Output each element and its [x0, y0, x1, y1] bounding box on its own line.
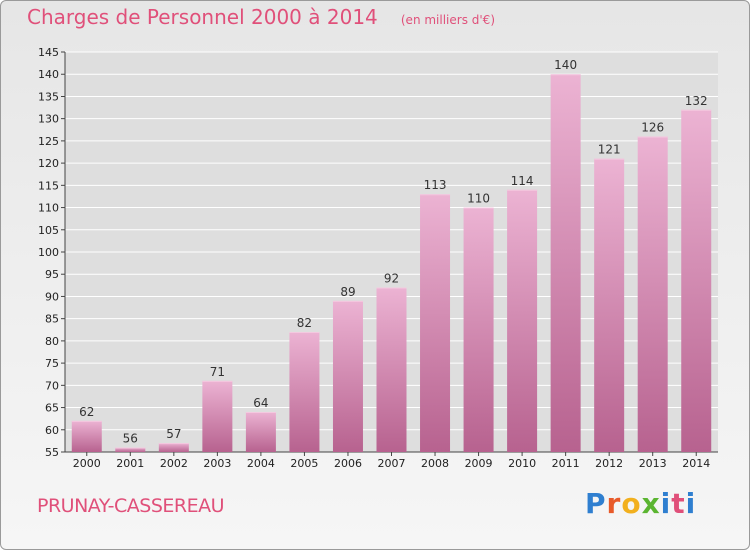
x-tick-label: 2008: [421, 457, 449, 470]
y-tick-label: 130: [38, 113, 59, 126]
proxiti-logo: Proxiti: [585, 487, 696, 520]
y-tick-label: 95: [45, 268, 59, 281]
bar: [289, 332, 320, 452]
logo-letter: i: [685, 487, 697, 520]
chart-title: Charges de Personnel 2000 à 2014: [27, 5, 378, 29]
logo-letter: t: [671, 487, 686, 520]
y-tick-label: 90: [45, 290, 59, 303]
x-tick-label: 2011: [552, 457, 580, 470]
bar: [376, 287, 407, 452]
commune-name: PRUNAY-CASSEREAU: [37, 495, 225, 517]
bar-value-label: 126: [641, 120, 664, 134]
y-tick-label: 75: [45, 357, 59, 370]
bar: [245, 412, 276, 452]
y-tick-label: 55: [45, 446, 59, 459]
bar-value-label: 62: [79, 405, 94, 419]
bar: [550, 74, 581, 452]
bar-value-label: 114: [511, 174, 534, 188]
y-tick-label: 105: [38, 224, 59, 237]
x-tick-label: 2013: [639, 457, 667, 470]
bar: [463, 207, 494, 452]
x-tick-label: 2009: [465, 457, 493, 470]
bar: [637, 136, 668, 452]
chart-unit-label: (en milliers d'€): [400, 13, 495, 27]
x-tick-label: 2001: [116, 457, 144, 470]
x-tick-label: 2014: [682, 457, 710, 470]
x-tick-label: 2012: [595, 457, 623, 470]
y-tick-label: 100: [38, 246, 59, 259]
y-tick-label: 145: [38, 46, 59, 59]
bar-value-label: 89: [340, 285, 355, 299]
logo-letter: o: [621, 487, 642, 520]
bar-value-label: 64: [253, 396, 268, 410]
logo-letter: x: [641, 487, 661, 520]
logo-letter: r: [606, 487, 622, 520]
bar: [71, 420, 102, 452]
logo-letter: P: [585, 487, 607, 520]
bar: [115, 447, 146, 452]
x-tick-label: 2000: [73, 457, 101, 470]
x-tick-label: 2007: [378, 457, 406, 470]
bar-value-label: 57: [166, 427, 181, 441]
bar: [420, 194, 451, 452]
title-row: Charges de Personnel 2000 à 2014 (en mil…: [27, 5, 495, 29]
y-tick-label: 85: [45, 313, 59, 326]
bar: [681, 109, 712, 453]
bar-value-label: 56: [123, 432, 138, 446]
bar: [332, 300, 363, 452]
y-tick-label: 140: [38, 68, 59, 81]
bar: [202, 380, 233, 452]
bar-value-label: 92: [384, 272, 399, 286]
x-tick-label: 2005: [290, 457, 318, 470]
x-tick-label: 2010: [508, 457, 536, 470]
x-tick-label: 2004: [247, 457, 275, 470]
bar-value-label: 82: [297, 316, 312, 330]
y-tick-label: 135: [38, 90, 59, 103]
x-tick-label: 2002: [160, 457, 188, 470]
bar-value-label: 121: [598, 143, 621, 157]
bar-value-label: 71: [210, 365, 225, 379]
bar: [594, 158, 625, 452]
bar: [507, 189, 538, 452]
bar-value-label: 140: [554, 58, 577, 72]
y-tick-label: 120: [38, 157, 59, 170]
y-tick-label: 110: [38, 202, 59, 215]
bar: [158, 443, 189, 452]
y-tick-label: 115: [38, 179, 59, 192]
y-tick-label: 70: [45, 379, 59, 392]
x-tick-label: 2003: [203, 457, 231, 470]
bar-value-label: 132: [685, 94, 708, 108]
y-tick-label: 65: [45, 402, 59, 415]
bar-value-label: 110: [467, 192, 490, 206]
x-tick-label: 2006: [334, 457, 362, 470]
y-tick-label: 80: [45, 335, 59, 348]
y-tick-label: 60: [45, 424, 59, 437]
logo-letter: i: [660, 487, 672, 520]
y-tick-label: 125: [38, 135, 59, 148]
bar-value-label: 113: [424, 178, 447, 192]
